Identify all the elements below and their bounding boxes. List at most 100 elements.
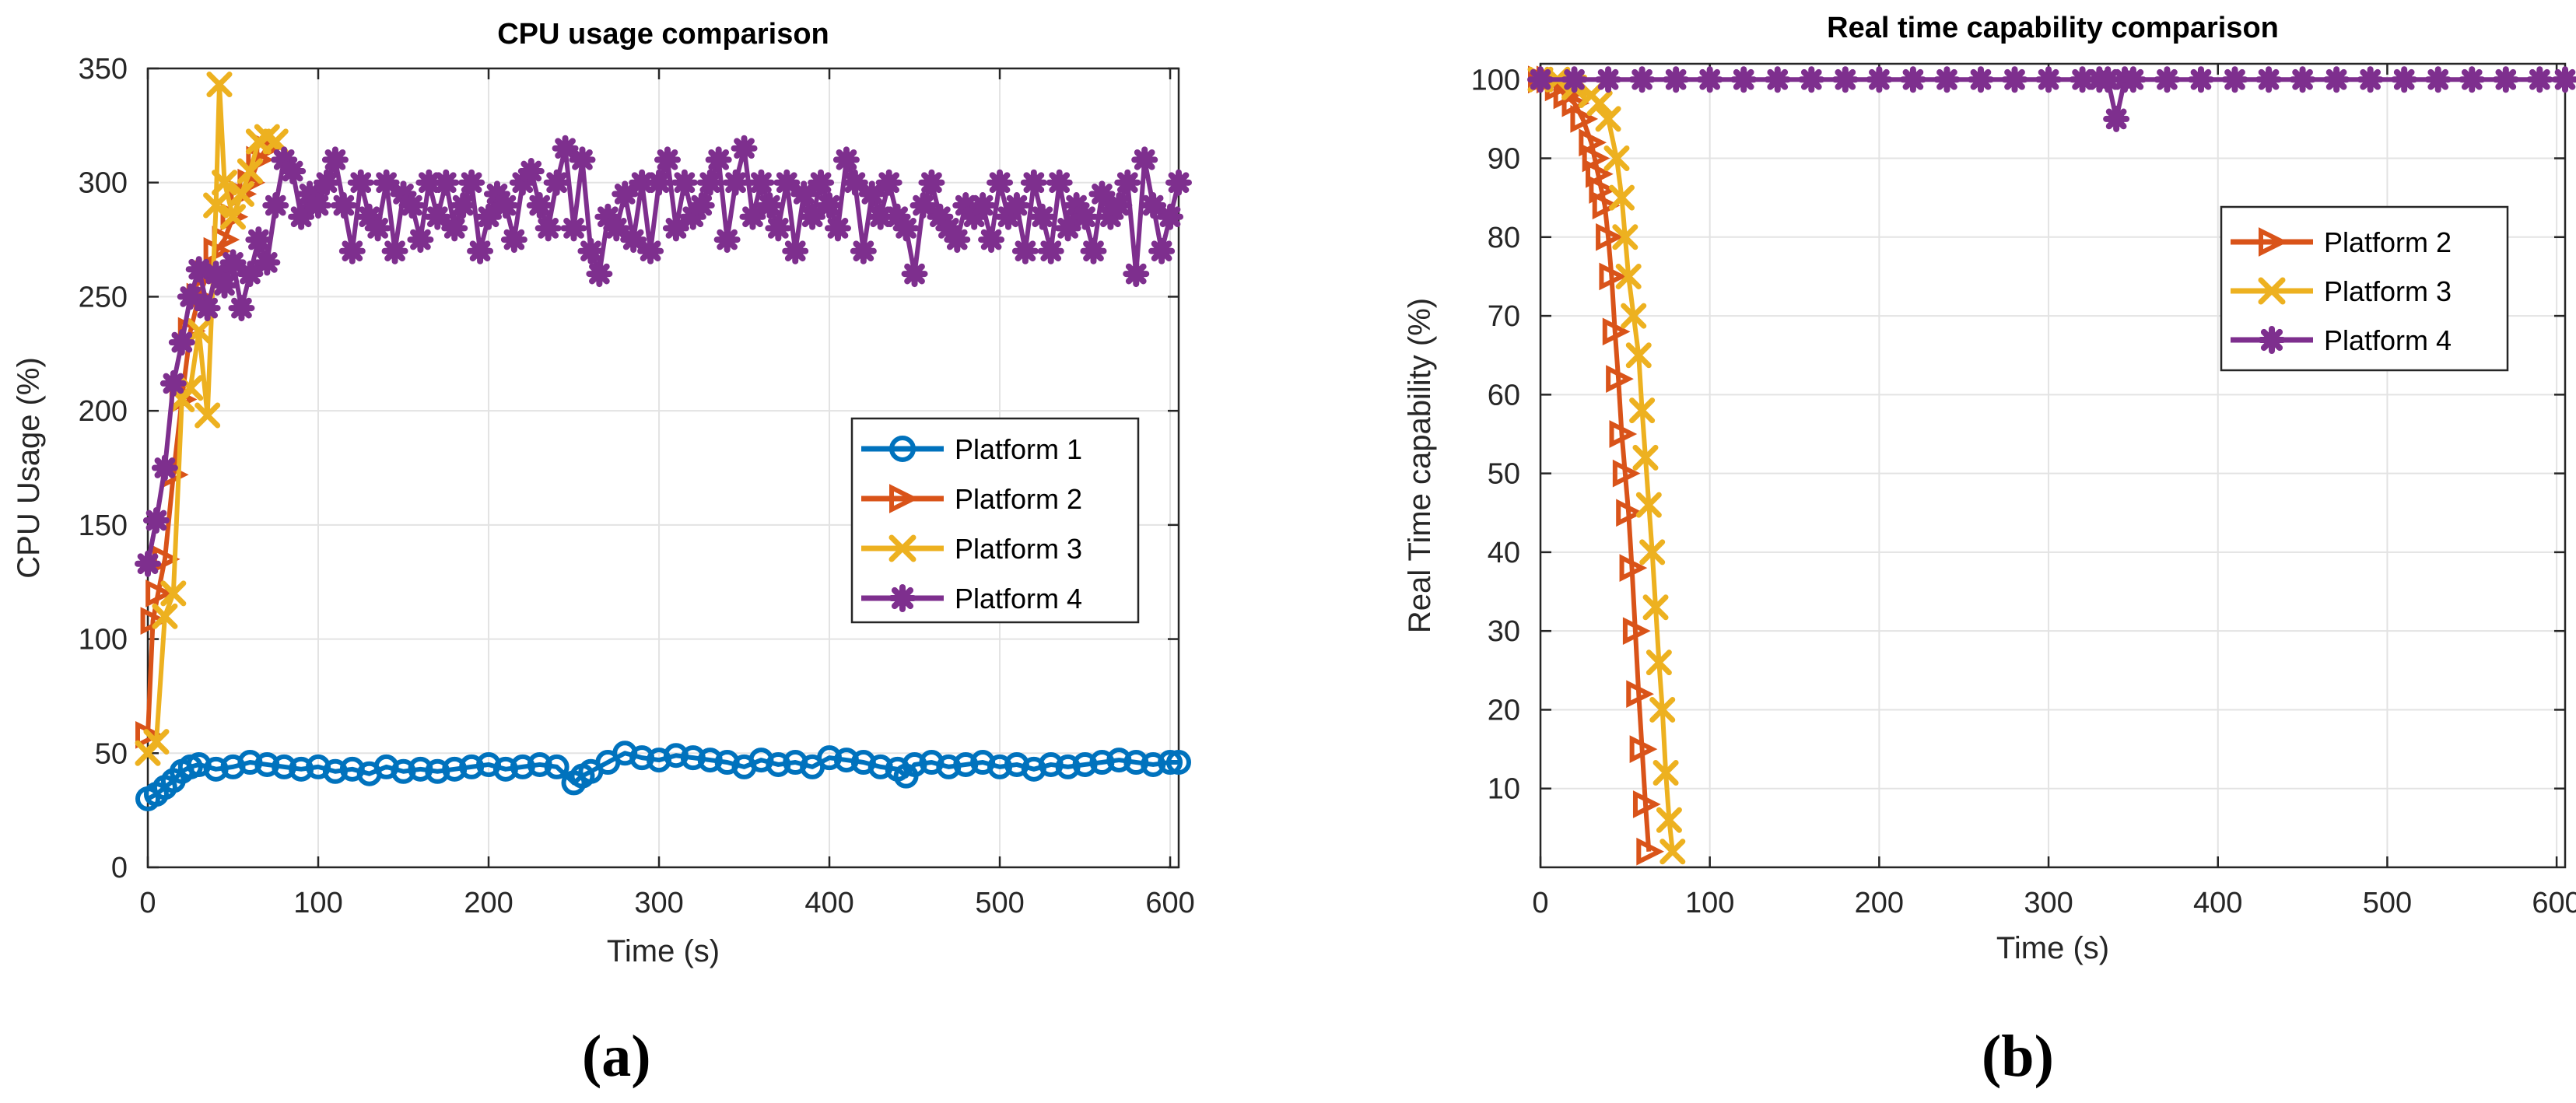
y-tick-label: 300 [79,167,128,200]
data-point [475,203,503,230]
data-point [978,226,1005,254]
legend-marker [888,534,916,562]
data-point [1663,66,1690,93]
data-point [2323,66,2350,93]
data-point [2103,105,2130,132]
chart-real-time-capability: 0 100 200 300 400 500 600 10 20 30 40 50 60 70 80 90 100… [1403,12,2576,965]
x-tick-label: 500 [2363,887,2412,919]
x-axis-label: Time (s) [1996,931,2109,965]
data-point [160,580,187,607]
data-point [1586,159,1614,188]
data-point [1165,169,1192,196]
data-point [1609,420,1638,448]
y-tick-label: 20 [1488,694,1520,727]
data-point [680,745,706,771]
y-tick-label: 10 [1488,773,1520,806]
data-point [817,745,843,771]
y-tick-label: 40 [1488,537,1520,569]
data-point [321,146,349,173]
data-point [1595,66,1622,93]
data-point [398,192,426,219]
x-tick-label: 300 [2024,887,2073,919]
data-point [808,169,835,196]
data-point [756,192,783,219]
data-point [612,180,639,208]
y-tick-label: 350 [79,53,128,86]
data-point [577,237,605,264]
series-platform-4 [135,135,1192,577]
data-point [2069,66,2096,93]
data-point [305,192,332,219]
data-point [1046,169,1073,196]
data-point [637,237,664,264]
chart-cpu-usage: 0 100 200 300 400 500 600 0 50 100 150 200 250 300 350… [12,18,1195,968]
data-point [2094,66,2122,93]
data-point [296,180,324,208]
x-tick-label: 100 [293,887,342,919]
data-point [927,203,954,230]
data-point [206,72,233,98]
x-tick-label: 0 [1532,887,1548,919]
data-point [679,203,706,230]
data-point [841,169,868,196]
data-point [1166,750,1191,776]
data-point [2154,66,2181,93]
data-point [1114,169,1141,196]
x-tick-label: 600 [2532,887,2576,919]
data-point [1635,492,1662,518]
data-point [1527,66,1554,93]
data-point [987,169,1014,196]
data-point [254,249,281,276]
data-point [1967,66,1994,93]
data-point [603,215,630,242]
data-point [697,748,723,773]
data-point [790,180,818,208]
data-point [662,215,689,242]
data-point [952,192,980,219]
legend-marker [2259,227,2288,257]
x-tick-label: 200 [464,887,513,919]
y-tick-label: 150 [79,509,128,542]
series-platform-4 [1527,66,2576,132]
y-tick-label: 0 [111,852,128,884]
data-point [2221,66,2248,93]
data-point [1608,184,1635,211]
data-point [2391,66,2418,93]
data-point [1933,66,1961,93]
data-point [1625,342,1652,369]
data-point [1652,759,1679,786]
data-point [902,751,927,777]
axes-box [146,67,1180,869]
data-point [159,369,187,397]
data-point [1656,807,1682,833]
data-point [1148,237,1176,264]
data-point [408,756,433,782]
data-point [1730,66,1758,93]
y-tick-label: 60 [1488,379,1520,411]
data-point [203,756,229,782]
data-point [450,192,477,219]
data-point [534,215,562,242]
data-point [145,580,173,608]
data-point [509,169,536,196]
data-point [944,226,971,254]
data-point [1582,144,1610,173]
data-point [527,751,552,777]
data-point [2459,66,2486,93]
y-tick-label: 90 [1488,143,1520,176]
y-tick-label: 250 [79,281,128,313]
data-point [1632,790,1661,818]
data-point [1011,237,1039,264]
data-point [492,192,519,219]
data-point [526,192,553,219]
data-point [289,756,314,782]
legend-marker [2258,277,2286,305]
axes-box [1539,62,2567,869]
data-point [1622,617,1651,646]
data-point [373,169,400,196]
data-point [816,192,843,219]
data-point [884,203,911,230]
data-point [858,180,885,208]
data-point [381,237,408,264]
data-point [1088,180,1116,208]
